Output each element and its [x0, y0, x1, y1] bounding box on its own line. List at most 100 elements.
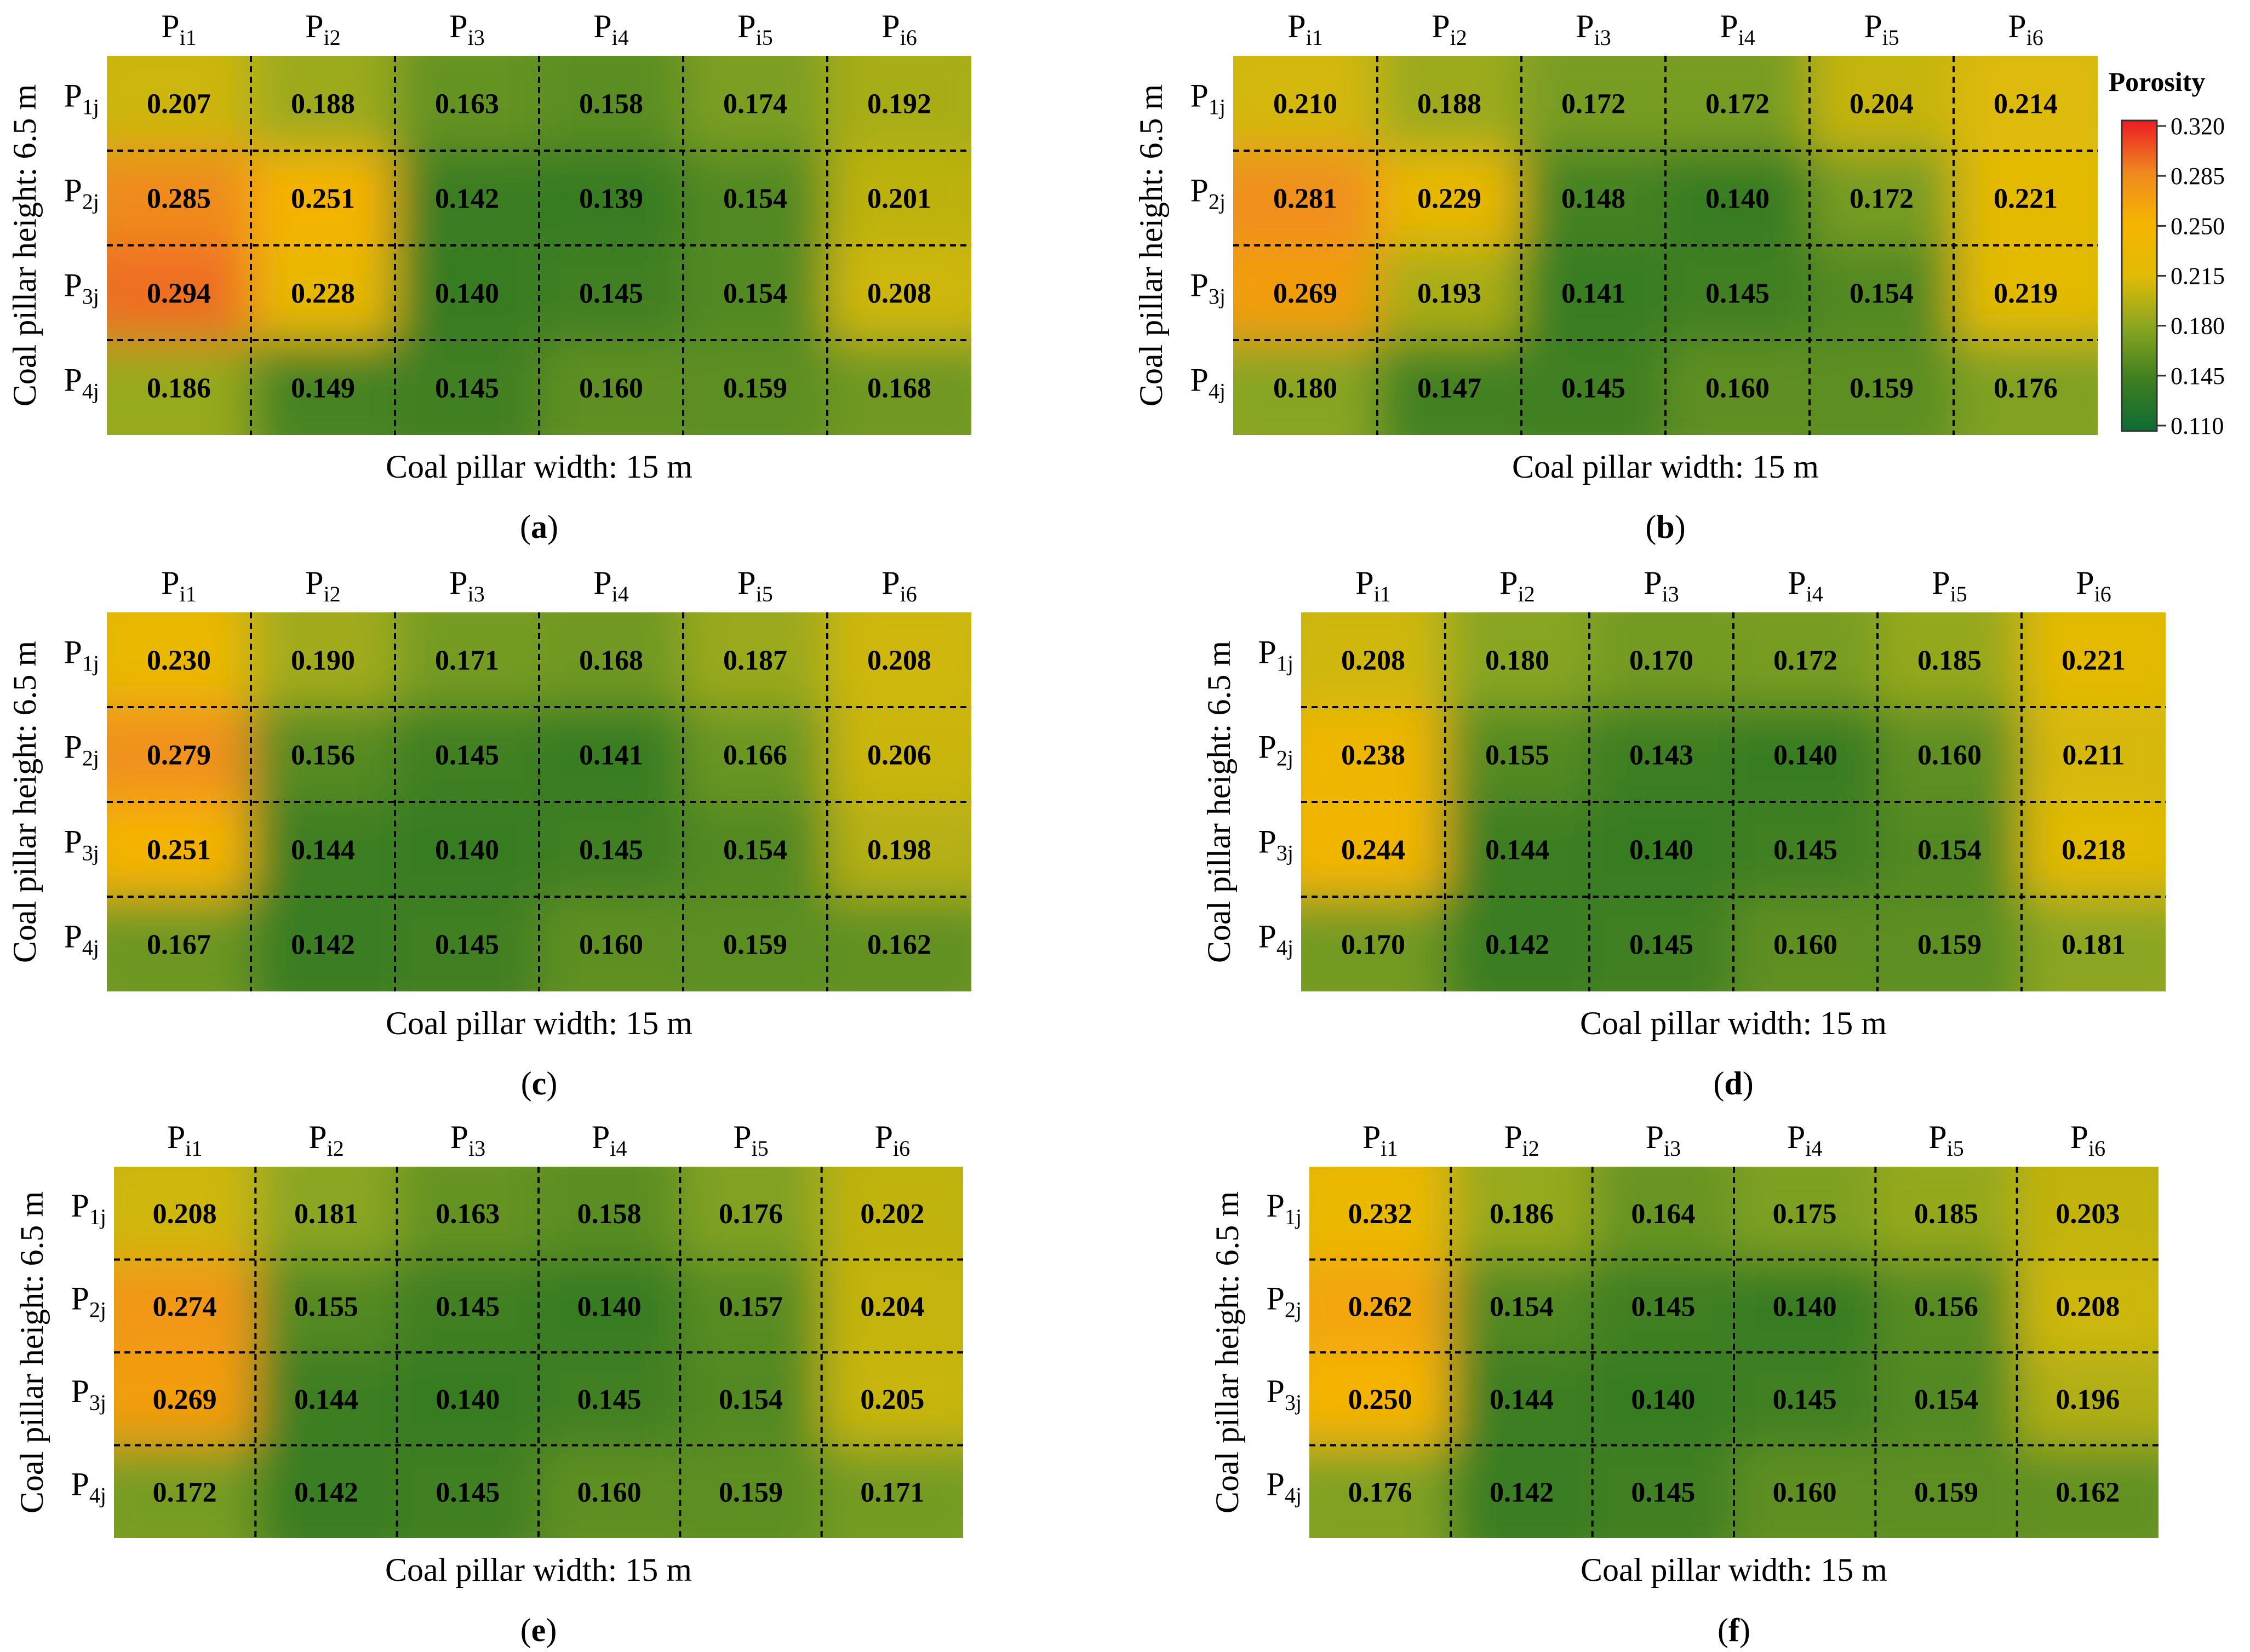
- cell-value-label: 0.145: [1773, 835, 1837, 866]
- heatmap-cell: [2022, 897, 2166, 991]
- heatmap-cell: [1451, 1167, 1593, 1260]
- cell-value-label: 0.156: [1914, 1291, 1978, 1322]
- row-tick-label: P1j: [1190, 78, 1226, 119]
- column-tick-label: Pi4: [593, 8, 629, 50]
- heatmap-cell: [821, 1445, 963, 1538]
- heatmap-cell: [1810, 56, 1954, 151]
- cell-value-label: 0.142: [1490, 1477, 1554, 1508]
- cell-value-label: 0.204: [860, 1291, 924, 1322]
- column-tick-label: Pi3: [1576, 8, 1611, 50]
- cell-value-label: 0.145: [435, 740, 499, 771]
- column-tick-label: Pi2: [308, 1119, 344, 1161]
- heatmap-cell: [539, 340, 683, 435]
- heatmap-panel-d: 0.208 0.180 0.170 0.172 0.185 0.221 0.238 0.155…: [1201, 565, 2166, 1102]
- row-tick-label: P1j: [64, 78, 100, 119]
- heatmap-cell: [1451, 1352, 1593, 1446]
- cell-value-label: 0.140: [1773, 1291, 1837, 1322]
- heatmap-cell: [1665, 340, 1810, 435]
- heatmap-cell: [1592, 1167, 1734, 1260]
- row-tick-label: P2j: [1258, 729, 1294, 771]
- cell-value-label: 0.154: [1850, 278, 1914, 309]
- heatmap-cell: [680, 1352, 822, 1446]
- cell-value-label: 0.145: [436, 1291, 500, 1322]
- heatmap-cell: [1445, 707, 1589, 802]
- heatmap-cell: [251, 340, 395, 435]
- cell-value-label: 0.160: [1705, 373, 1770, 404]
- colorbar-tick-label: 0.285: [2171, 163, 2225, 190]
- cell-value-label: 0.229: [1417, 183, 1481, 215]
- column-tick-label: Pi4: [1788, 565, 1823, 606]
- heatmap-cell: [107, 707, 251, 802]
- row-tick-label: P4j: [64, 362, 100, 404]
- heatmap-cell: [1301, 897, 1445, 991]
- heatmap-cell: [2022, 612, 2166, 707]
- heatmap-cell: [107, 802, 251, 897]
- x-axis-title: Coal pillar width: 15 m: [1581, 1552, 1887, 1588]
- cell-value-label: 0.164: [1631, 1198, 1695, 1230]
- heatmap-cell: [1734, 1445, 1876, 1538]
- cell-value-label: 0.160: [1773, 930, 1837, 961]
- cell-value-label: 0.159: [1850, 373, 1914, 404]
- cell-value-label: 0.180: [1485, 645, 1549, 676]
- cell-value-label: 0.145: [1705, 278, 1770, 309]
- cell-value-label: 0.145: [1773, 1384, 1837, 1415]
- column-tick-label: Pi2: [305, 8, 341, 50]
- heatmap-cell: [251, 897, 395, 991]
- heatmap-cell: [251, 151, 395, 245]
- heatmap-cell: [395, 802, 539, 897]
- heatmap-cell: [683, 56, 827, 151]
- heatmap-cell: [1875, 1352, 2017, 1446]
- heatmap-cell: [1309, 1445, 1451, 1538]
- cell-value-label: 0.181: [2062, 930, 2126, 961]
- column-tick-label: Pi1: [1362, 1119, 1398, 1161]
- y-axis-title: Coal pillar height: 6.5 m: [14, 1191, 50, 1513]
- cell-value-label: 0.163: [436, 1198, 500, 1230]
- x-axis-title: Coal pillar width: 15 m: [386, 449, 692, 485]
- heatmap-cell: [395, 151, 539, 245]
- cell-value-label: 0.140: [435, 278, 499, 309]
- heatmap-cell: [114, 1352, 256, 1446]
- cell-value-label: 0.145: [436, 1477, 500, 1508]
- cell-value-label: 0.154: [723, 835, 787, 866]
- cell-value-label: 0.142: [294, 1477, 358, 1508]
- column-tick-label: Pi1: [161, 8, 197, 50]
- heatmap-cell: [827, 802, 971, 897]
- colorbar-title: Porosity: [2109, 66, 2206, 97]
- heatmap-cell: [539, 897, 683, 991]
- column-tick-label: Pi6: [881, 8, 917, 50]
- heatmap-cell: [1233, 151, 1377, 245]
- cell-value-label: 0.140: [1773, 740, 1837, 771]
- cell-value-label: 0.160: [579, 930, 643, 961]
- heatmap-cell: [251, 612, 395, 707]
- cell-value-label: 0.198: [867, 835, 931, 866]
- row-tick-label: P3j: [64, 267, 100, 309]
- heatmap-cell: [1592, 1259, 1734, 1352]
- heatmap-cell: [827, 707, 971, 802]
- cell-value-label: 0.210: [1273, 89, 1337, 120]
- cell-value-label: 0.140: [1705, 183, 1770, 215]
- column-tick-label: Pi1: [161, 565, 197, 606]
- cell-value-label: 0.204: [1850, 89, 1914, 120]
- cell-value-label: 0.208: [1341, 645, 1405, 676]
- cell-value-label: 0.193: [1417, 278, 1481, 309]
- heatmap-cell: [1309, 1259, 1451, 1352]
- row-tick-label: P4j: [1258, 919, 1294, 960]
- cell-value-label: 0.159: [1914, 1477, 1978, 1508]
- cell-value-label: 0.176: [719, 1198, 783, 1230]
- cell-value-label: 0.145: [1631, 1477, 1695, 1508]
- heatmap-cell: [1733, 897, 1877, 991]
- colorbar-tick-label: 0.250: [2171, 213, 2225, 239]
- heatmap-cell: [1445, 612, 1589, 707]
- heatmap-panel-f: 0.232 0.186 0.164 0.175 0.185 0.203 0.262 0.154…: [1209, 1119, 2159, 1648]
- cell-value-label: 0.206: [867, 740, 931, 771]
- heatmap-cell: [1877, 612, 2022, 707]
- cell-value-label: 0.139: [579, 183, 643, 215]
- column-tick-label: Pi5: [733, 1119, 769, 1161]
- heatmap-cell: [1521, 245, 1665, 340]
- column-tick-label: Pi1: [1355, 565, 1391, 606]
- panel-caption: (f): [1717, 1612, 1750, 1648]
- panel-caption: (b): [1645, 509, 1685, 545]
- heatmap-cell: [1309, 1352, 1451, 1446]
- row-tick-label: P4j: [1190, 362, 1226, 404]
- cell-value-label: 0.145: [577, 1384, 642, 1415]
